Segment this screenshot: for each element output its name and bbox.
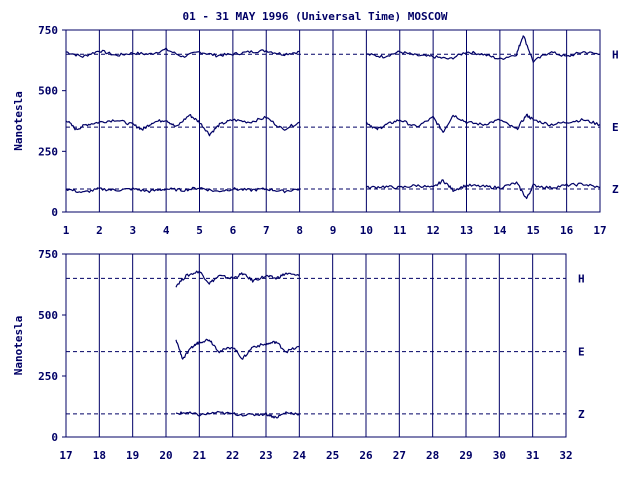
bottom-y-tick-250: 250 [38,370,58,383]
bottom-x-tick-28: 28 [426,449,439,462]
bottom-y-tick-0: 0 [51,431,58,444]
bottom-component-label-Z: Z [578,408,585,421]
top-x-tick-5: 5 [196,224,203,237]
bottom-x-tick-18: 18 [93,449,106,462]
bottom-x-tick-23: 23 [259,449,272,462]
top-x-tick-17: 17 [593,224,606,237]
bottom-x-tick-32: 32 [559,449,572,462]
top-component-label-Z: Z [612,183,619,196]
bottom-x-tick-30: 30 [493,449,506,462]
bottom-component-label-E: E [578,346,585,359]
bottom-x-tick-17: 17 [59,449,72,462]
top-x-tick-11: 11 [393,224,407,237]
top-x-tick-6: 6 [230,224,237,237]
top-x-tick-16: 16 [560,224,574,237]
bottom-y-tick-750: 750 [38,248,58,261]
top-series-Z-segment-1 [65,186,300,194]
top-x-tick-7: 7 [263,224,270,237]
bottom-x-tick-19: 19 [126,449,139,462]
bottom-x-tick-25: 25 [326,449,339,462]
top-x-tick-4: 4 [163,224,170,237]
top-y-tick-500: 500 [38,85,58,98]
bottom-y-tick-500: 500 [38,309,58,322]
bottom-x-tick-26: 26 [359,449,373,462]
top-x-tick-13: 13 [460,224,473,237]
top-x-tick-1: 1 [63,224,70,237]
top-series-E-segment-1 [65,113,300,137]
top-series-H-segment-2 [366,35,601,63]
top-component-label-E: E [612,121,619,134]
bottom-series-E-segment-1 [175,338,300,360]
bottom-x-tick-24: 24 [293,449,307,462]
top-x-tick-2: 2 [96,224,103,237]
top-y-tick-250: 250 [38,145,58,158]
bottom-x-tick-22: 22 [226,449,239,462]
top-x-tick-15: 15 [527,224,540,237]
panel-bottom: 17 18 19 20 21 22 23 24 25 26 27 28 29 30 31 32 0 250 500 7… [12,248,585,462]
top-x-tick-12: 12 [427,224,440,237]
top-series-E-segment-2 [365,113,601,133]
top-x-tick-10: 10 [360,224,373,237]
top-x-tick-9: 9 [330,224,337,237]
panel-top: 1 2 3 4 5 6 7 8 9 10 11 12 13 14 15 16 170250500750Nanot… [12,24,619,237]
top-series-H-segment-1 [65,47,300,58]
bottom-series-Z-segment-1 [175,410,300,419]
top-y-tick-750: 750 [38,24,58,37]
bottom-x-tick-20: 20 [159,449,172,462]
bottom-x-tick-27: 27 [393,449,406,462]
bottom-x-tick-29: 29 [459,449,472,462]
bottom-x-tick-21: 21 [193,449,207,462]
bottom-component-label-H: H [578,272,585,285]
bottom-plot-frame [65,253,567,438]
chart-title: 01 - 31 MAY 1996 (Universal Time) MOSCOW [183,10,448,23]
bottom-x-tick-31: 31 [526,449,540,462]
top-component-label-H: H [612,48,619,61]
top-x-tick-8: 8 [296,224,303,237]
top-x-tick-3: 3 [129,224,136,237]
bottom-y-axis-label: Nanotesla [12,316,25,376]
top-series-Z-segment-2 [366,179,601,200]
top-y-tick-0: 0 [51,206,58,219]
bottom-series-H-segment-1 [175,270,300,288]
top-x-tick-14: 14 [493,224,507,237]
top-y-axis-label: Nanotesla [12,91,25,151]
